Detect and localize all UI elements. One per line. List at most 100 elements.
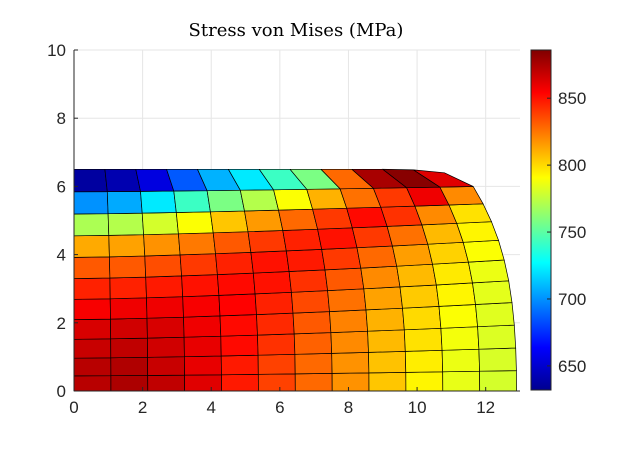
mesh-element xyxy=(144,254,182,278)
mesh-element xyxy=(239,189,279,212)
mesh-element xyxy=(73,338,112,359)
mesh-element xyxy=(184,374,222,392)
mesh-element xyxy=(312,207,353,230)
mesh-element xyxy=(184,355,222,376)
mesh-element xyxy=(250,250,290,274)
mesh-element xyxy=(294,373,333,392)
mesh-element xyxy=(421,222,464,245)
mesh-element xyxy=(479,370,517,392)
y-tick-label: 8 xyxy=(57,109,66,128)
colorbar-tick-label: 850 xyxy=(558,89,586,108)
mesh-element xyxy=(218,293,257,317)
mesh-element xyxy=(351,226,393,249)
mesh-element xyxy=(147,374,185,392)
mesh-element xyxy=(432,261,473,286)
x-tick-label: 10 xyxy=(408,398,427,417)
mesh-element xyxy=(273,188,314,211)
mesh-element xyxy=(404,349,444,373)
mesh-element xyxy=(141,212,179,236)
mesh-element xyxy=(110,337,148,359)
mesh-element xyxy=(254,291,294,315)
mesh-element xyxy=(456,221,499,243)
mesh-element xyxy=(403,327,443,352)
mesh-element xyxy=(330,330,369,354)
x-tick-label: 0 xyxy=(69,398,78,417)
mesh-element xyxy=(109,255,147,279)
mesh-element xyxy=(441,348,480,373)
x-tick-label: 4 xyxy=(206,398,215,417)
mesh-element xyxy=(278,208,319,231)
mesh-element xyxy=(217,272,256,296)
x-tick-label: 6 xyxy=(275,398,284,417)
mesh-element xyxy=(346,206,388,229)
mesh-element xyxy=(291,290,330,314)
x-tick-label: 2 xyxy=(138,398,147,417)
mesh-element xyxy=(73,191,109,215)
mesh-element xyxy=(356,245,398,269)
mesh-element xyxy=(73,168,108,193)
mesh-element xyxy=(143,233,181,257)
mesh-element xyxy=(440,326,480,351)
mesh-element xyxy=(107,212,144,236)
mesh-element xyxy=(285,249,326,272)
mesh-element xyxy=(220,334,259,357)
x-axis: 0 2 4 6 8 10 12 xyxy=(69,387,495,417)
mesh-element xyxy=(442,370,481,392)
mesh-element xyxy=(327,288,367,312)
mesh-element xyxy=(175,211,214,235)
mesh-element xyxy=(179,253,218,277)
mesh-element xyxy=(73,235,110,258)
mesh-element xyxy=(317,227,358,250)
mesh-element xyxy=(475,302,515,328)
mesh-element xyxy=(365,307,405,332)
mesh-element xyxy=(183,315,222,338)
mesh-element xyxy=(282,228,323,252)
mesh-element xyxy=(405,371,444,392)
mesh-element xyxy=(183,335,222,358)
mesh-element xyxy=(396,263,437,288)
axes-frame xyxy=(73,50,520,392)
mesh-element xyxy=(109,297,148,320)
mesh-element xyxy=(321,247,362,271)
colorbar-ticks: 650 700 750 800 850 xyxy=(547,89,586,376)
mesh-element xyxy=(435,282,476,307)
y-tick-label: 6 xyxy=(57,177,66,196)
mesh-element xyxy=(73,256,111,279)
colorbar-tick-label: 800 xyxy=(558,156,586,175)
x-tick-label: 12 xyxy=(476,398,495,417)
mesh-element xyxy=(257,353,296,375)
mesh-element xyxy=(402,306,442,331)
colorbar-tick-label: 750 xyxy=(558,223,586,242)
mesh-element xyxy=(363,286,403,311)
mesh-element xyxy=(331,352,370,374)
mesh-elements xyxy=(73,168,517,392)
mesh-element xyxy=(391,243,433,267)
mesh-element xyxy=(146,316,185,339)
mesh-element xyxy=(294,353,333,375)
mesh-element xyxy=(288,269,328,293)
mesh-element xyxy=(147,336,185,358)
mesh-element xyxy=(181,274,220,298)
mesh-element xyxy=(331,372,370,392)
mesh-element xyxy=(221,373,259,392)
mesh-element xyxy=(478,347,517,372)
mesh-element xyxy=(252,271,292,295)
mesh-element xyxy=(368,372,407,392)
colorbar-gradient xyxy=(530,49,552,391)
y-axis: 0 2 4 6 8 10 xyxy=(47,41,78,401)
mesh-element xyxy=(427,241,469,265)
x-tick-label: 8 xyxy=(344,398,353,417)
mesh-element xyxy=(73,298,111,320)
colorbar-tick-label: 650 xyxy=(558,357,586,376)
mesh-element xyxy=(257,373,296,392)
mesh-element xyxy=(140,190,177,214)
mesh-element xyxy=(215,252,254,275)
y-tick-label: 2 xyxy=(57,314,66,333)
mesh-element xyxy=(292,311,332,335)
mesh-element xyxy=(147,356,185,376)
mesh-element xyxy=(462,239,505,263)
mesh-element xyxy=(293,332,333,355)
colorbar xyxy=(530,49,552,391)
mesh-element xyxy=(182,295,221,318)
